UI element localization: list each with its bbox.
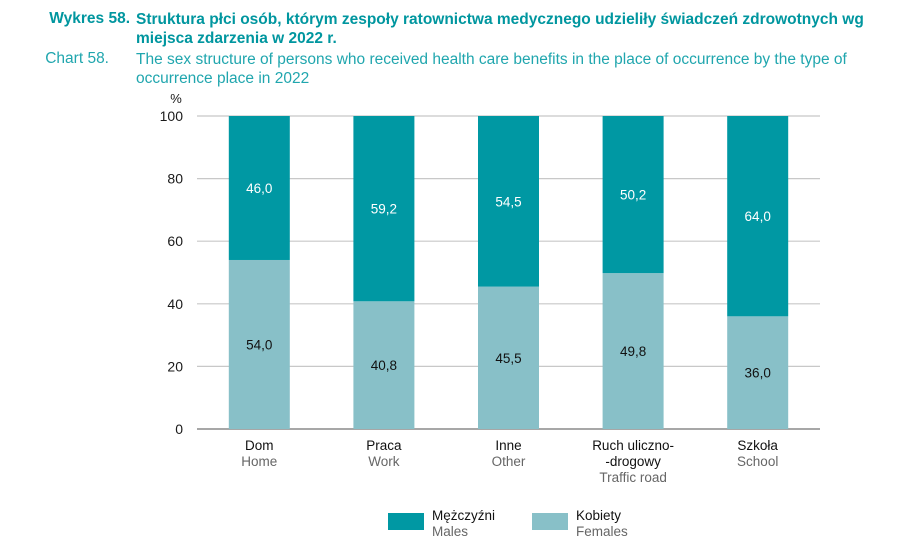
chart-title-en: The sex structure of persons who receive… — [136, 51, 847, 87]
y-tick-label: 100 — [160, 108, 184, 124]
y-axis-unit-label: % — [170, 91, 182, 106]
bar-segment-females — [602, 273, 664, 429]
x-tick-label-en: Home — [241, 454, 277, 469]
data-label: 46,0 — [246, 181, 272, 196]
legend-label-en: Females — [576, 524, 628, 539]
data-label: 49,8 — [620, 344, 646, 359]
data-label: 54,5 — [495, 194, 521, 209]
bar-segment-females — [727, 316, 789, 429]
bar-segment-females — [478, 286, 539, 429]
x-tick-label-pl: Szkoła — [737, 438, 778, 453]
bar-segment-males — [478, 116, 539, 287]
x-tick-label-en: Work — [368, 454, 400, 469]
y-tick-label: 0 — [175, 421, 183, 437]
x-tick-label-en: School — [737, 454, 778, 469]
bar-segment-females — [228, 259, 290, 429]
data-label: 36,0 — [745, 366, 771, 381]
bar-segment-males — [727, 116, 789, 317]
bar-segment-males — [602, 116, 664, 274]
chart-number-pl: Wykres 58. — [49, 10, 130, 27]
y-tick-label: 80 — [167, 171, 183, 187]
data-label: 64,0 — [745, 209, 771, 224]
x-tick-label-pl: Praca — [366, 438, 402, 453]
x-tick-label-pl: Inne — [495, 438, 521, 453]
chart-title-pl: Struktura płci osób, którym zespoły rato… — [136, 11, 864, 47]
bar-segment-females — [353, 301, 415, 429]
x-tick-label-pl: Dom — [245, 438, 274, 453]
y-tick-label: 20 — [167, 358, 183, 374]
data-label: 40,8 — [371, 358, 397, 373]
x-tick-label-pl: -drogowy — [605, 454, 661, 469]
legend-label-en: Males — [432, 524, 468, 539]
chart-number-en: Chart 58. — [45, 50, 109, 67]
data-label: 59,2 — [371, 202, 397, 217]
legend-swatch — [532, 513, 568, 530]
y-tick-label: 40 — [167, 296, 183, 312]
legend-swatch — [388, 513, 424, 530]
x-tick-label-en: Other — [492, 454, 526, 469]
bar-segment-males — [353, 116, 415, 302]
x-tick-label-en: Traffic road — [599, 470, 667, 485]
legend-label-pl: Mężczyźni — [432, 508, 495, 523]
data-label: 54,0 — [246, 337, 272, 352]
legend-label-pl: Kobiety — [576, 508, 621, 523]
bar-segment-males — [228, 116, 290, 260]
x-tick-label-pl: Ruch uliczno- — [592, 438, 674, 453]
data-label: 50,2 — [620, 188, 646, 203]
data-label: 45,5 — [495, 351, 521, 366]
y-tick-label: 60 — [167, 233, 183, 249]
